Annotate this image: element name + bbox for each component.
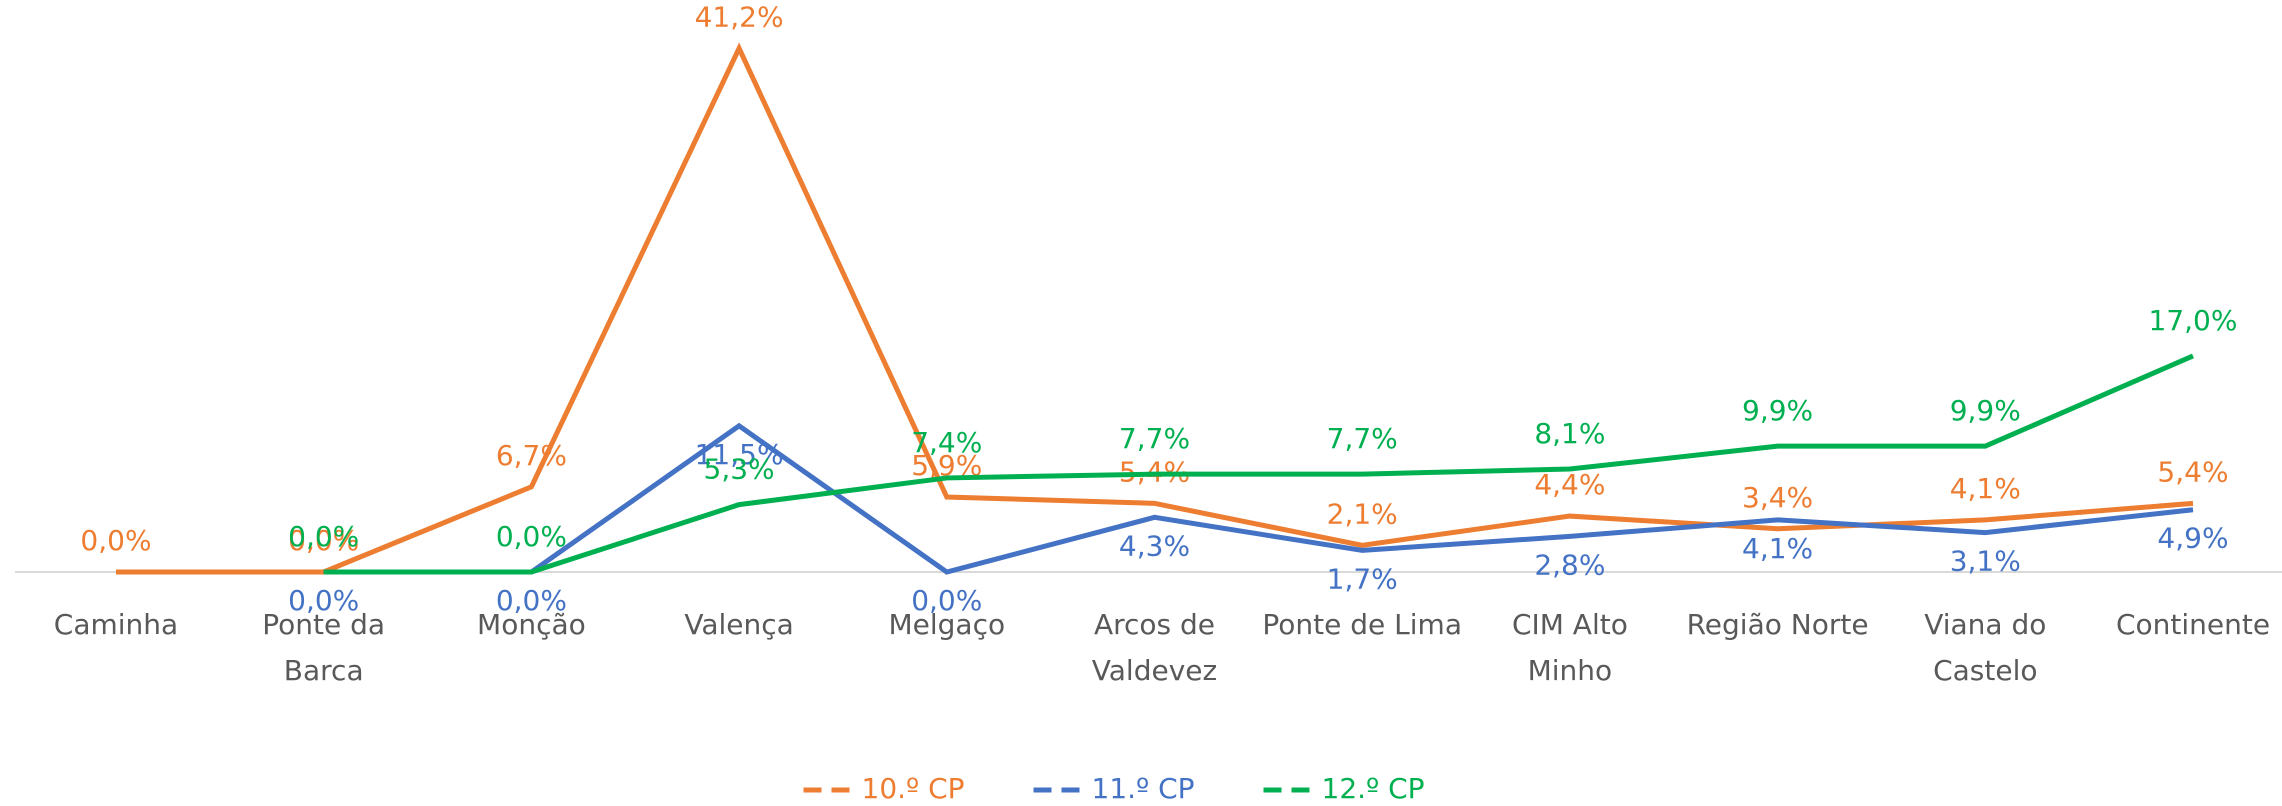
data-label: 3,1% bbox=[1950, 545, 2021, 578]
data-label: 2,8% bbox=[1534, 548, 1605, 581]
data-label: 0,0% bbox=[496, 520, 567, 553]
data-label: 4,3% bbox=[1119, 529, 1190, 562]
x-tick-label: Valença bbox=[684, 608, 793, 641]
data-label: 4,1% bbox=[1950, 472, 2021, 505]
data-label: 7,7% bbox=[1327, 422, 1398, 455]
legend-label: 12.º CP bbox=[1322, 772, 1425, 805]
x-tick-label-line: Arcos de bbox=[1094, 608, 1215, 641]
x-tick-label: Caminha bbox=[54, 608, 178, 641]
data-label: 5,4% bbox=[2157, 455, 2228, 488]
data-label: 8,1% bbox=[1534, 417, 1605, 450]
x-tick-label: Viana do Castelo bbox=[1924, 608, 2046, 687]
series-line bbox=[323, 353, 2194, 575]
x-tick-label: Ponte de Lima bbox=[1262, 608, 1462, 641]
x-tick-label-line: Valdevez bbox=[1092, 654, 1217, 687]
x-tick-label-line: Castelo bbox=[1933, 654, 2037, 687]
x-tick-label: Continente bbox=[2116, 608, 2270, 641]
data-label: 4,4% bbox=[1534, 468, 1605, 501]
x-tick-label: Monção bbox=[477, 608, 586, 641]
x-tick-label-line: Barca bbox=[284, 654, 364, 687]
data-label: 2,1% bbox=[1327, 497, 1398, 530]
data-label: 11,5% bbox=[695, 438, 784, 471]
data-label: 6,7% bbox=[496, 439, 567, 472]
x-tick-label-line: Ponte da bbox=[262, 608, 385, 641]
data-label: 0,0% bbox=[80, 524, 151, 557]
data-label: 5,3% bbox=[704, 453, 775, 486]
x-tick-label: Região Norte bbox=[1687, 608, 1869, 641]
series-line bbox=[323, 422, 2194, 575]
data-label: 0,0% bbox=[496, 584, 567, 617]
x-tick-label: Melgaço bbox=[888, 608, 1005, 641]
data-label: 0,0% bbox=[911, 584, 982, 617]
data-label: 7,4% bbox=[911, 426, 982, 459]
data-label: 3,4% bbox=[1742, 481, 1813, 514]
data-label: 0,0% bbox=[288, 584, 359, 617]
x-tick-label: CIM Alto Minho bbox=[1512, 608, 1628, 687]
data-label: 4,9% bbox=[2157, 522, 2228, 555]
data-label: 9,9% bbox=[1742, 394, 1813, 427]
x-tick-label-line: Viana do bbox=[1924, 608, 2046, 641]
x-tick-label: Arcos de Valdevez bbox=[1092, 608, 1217, 687]
x-tick-label-line: Minho bbox=[1528, 654, 1613, 687]
x-tick-label-line: CIM Alto bbox=[1512, 608, 1628, 641]
data-label: 0,0% bbox=[288, 520, 359, 553]
data-label: 9,9% bbox=[1950, 394, 2021, 427]
data-label: 17,0% bbox=[2149, 304, 2238, 337]
x-tick-label: Ponte da Barca bbox=[262, 608, 385, 687]
series-line bbox=[116, 42, 2194, 575]
data-label: 0,0% bbox=[288, 524, 359, 557]
data-label: 1,7% bbox=[1327, 562, 1398, 595]
data-label: 41,2% bbox=[695, 0, 784, 33]
data-label: 7,7% bbox=[1119, 422, 1190, 455]
data-label: 4,1% bbox=[1742, 532, 1813, 565]
legend-label: 10.º CP bbox=[862, 772, 965, 805]
legend-label: 11.º CP bbox=[1092, 772, 1195, 805]
